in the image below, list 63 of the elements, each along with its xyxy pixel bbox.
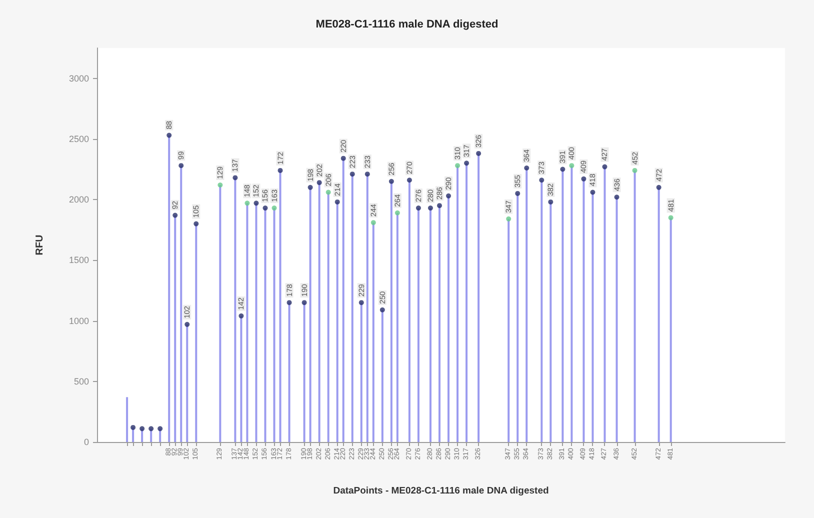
y-tick-label: 1500 [68,255,89,266]
point [254,200,259,206]
point [560,166,566,172]
point [350,172,355,177]
point [158,426,163,432]
point [437,203,442,208]
point [446,193,452,198]
y-tick-label: 2000 [68,194,89,205]
point [548,199,554,204]
point [602,164,608,170]
point [506,216,512,222]
point [524,166,530,171]
point [194,221,199,226]
y-tick-label: 1000 [68,316,89,326]
point [569,163,574,168]
point [370,220,376,226]
point [428,206,433,211]
point [590,190,596,195]
point [416,206,421,211]
point [464,160,470,166]
point [172,212,178,218]
y-tick-label: 3000 [68,73,89,84]
point [515,190,520,196]
point [668,215,674,220]
point [166,132,172,138]
y-tick-label: 0 [84,437,89,447]
point [388,178,394,184]
point [262,206,268,211]
point [308,184,313,190]
point [278,168,283,173]
point [238,313,244,318]
point [581,176,586,182]
point [272,206,277,211]
point [539,178,544,183]
point [364,172,370,177]
point [130,424,136,430]
point [232,175,238,180]
point [244,200,250,206]
point [476,150,482,156]
point [358,300,364,306]
point [334,199,340,204]
point [178,163,184,168]
chart-title: ME028-C1-1116 male DNA digested [316,18,498,30]
point [326,190,331,195]
x-axis-title: DataPoints - ME028-C1-1116 male DNA digested [333,486,549,496]
point [218,182,223,188]
point [455,163,460,168]
point [286,300,292,306]
point [632,168,638,173]
point [148,426,154,432]
point [614,194,620,200]
point [302,300,307,306]
point [184,322,190,327]
point [394,210,400,216]
y-axis-title: RFU [34,234,46,256]
point [380,307,385,312]
y-tick-label: 500 [74,376,89,386]
point [140,426,145,432]
y-tick-label: 2500 [68,134,89,144]
point [316,180,322,186]
point [340,156,346,161]
point [406,178,412,183]
point [656,184,662,190]
